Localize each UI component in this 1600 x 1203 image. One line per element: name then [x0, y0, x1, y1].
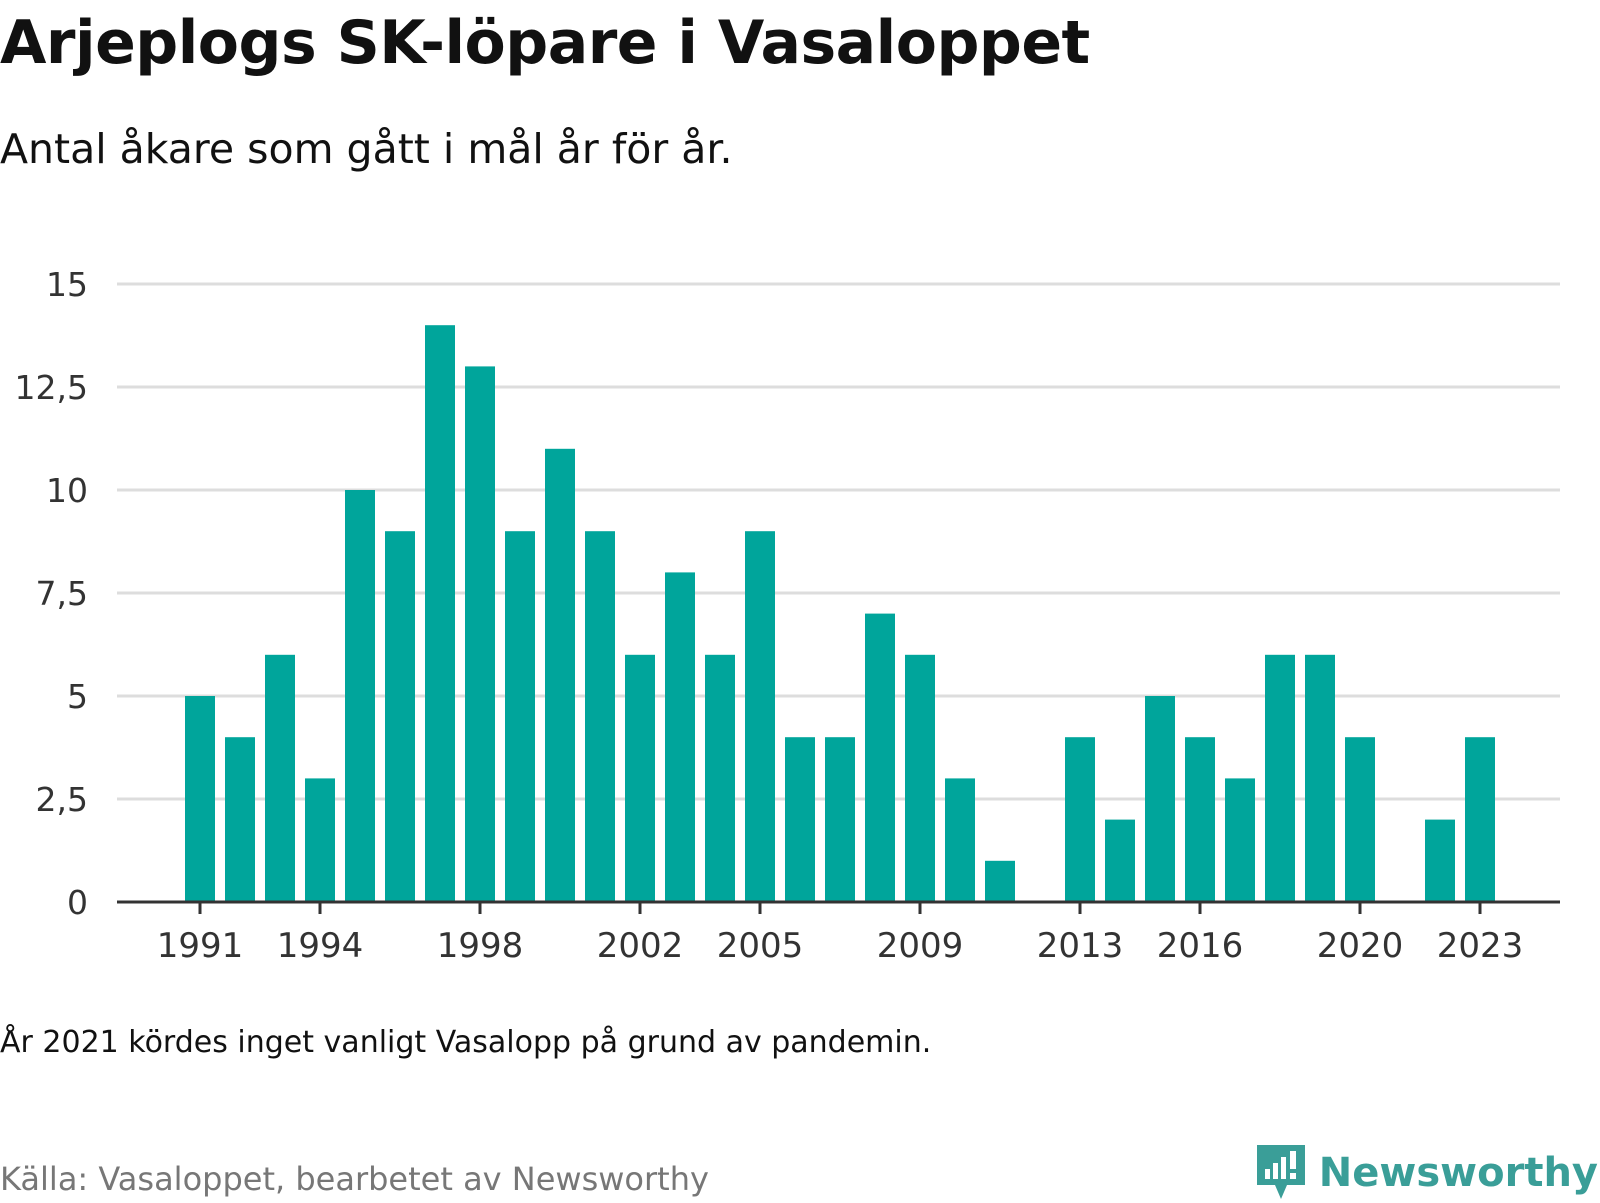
bar-2019	[1305, 654, 1335, 902]
bar-2020	[1345, 737, 1375, 902]
bar-2017	[1225, 778, 1255, 902]
bar-2013	[1065, 737, 1095, 902]
newsworthy-logo-icon	[1256, 1145, 1305, 1199]
y-tick-label: 5	[67, 677, 88, 716]
bar-2000	[545, 448, 575, 902]
bar-1991	[185, 696, 215, 902]
chart-title: Arjeplogs SK-löpare i Vasaloppet	[0, 8, 1090, 78]
bar-1992	[225, 737, 255, 902]
y-tick-label: 10	[46, 471, 88, 510]
bar-chart: 0 2,5 5 7,5 10 12,5 15 1991 1994 1998 2002 2005 200…	[15, 265, 1560, 966]
bar-2005	[745, 531, 775, 902]
grid-lines	[117, 282, 1560, 801]
brand-name: Newsworthy	[1318, 1150, 1598, 1196]
y-tick-label: 2,5	[36, 780, 88, 819]
bar-2023	[1465, 737, 1495, 902]
x-tick-label: 2005	[717, 926, 804, 966]
bar-1998	[465, 366, 495, 902]
bar-2011	[985, 860, 1015, 902]
bar-1995	[345, 490, 375, 902]
bar-2008	[865, 613, 895, 902]
x-tick-label: 2002	[597, 926, 684, 966]
x-tick-label: 1991	[157, 926, 244, 966]
x-tick-label: 2013	[1037, 926, 1124, 966]
bar-2018	[1265, 654, 1295, 902]
bar-2007	[825, 737, 855, 902]
bar-2002	[625, 654, 655, 902]
source-text: Källa: Vasaloppet, bearbetet av Newswort…	[0, 1160, 709, 1198]
bar-1993	[265, 654, 295, 902]
y-tick-label: 7,5	[36, 574, 88, 613]
x-axis-ticks: 1991 1994 1998 2002 2005 2009 2013 2016 2020 2023	[157, 902, 1524, 966]
bar-2015	[1145, 696, 1175, 902]
bar-2004	[705, 654, 735, 902]
chart-subtitle: Antal åkare som gått i mål år för år.	[0, 125, 733, 173]
y-tick-label: 12,5	[15, 368, 88, 407]
bar-2016	[1185, 737, 1215, 902]
bar-2009	[905, 654, 935, 902]
x-tick-label: 2020	[1317, 926, 1404, 966]
bars	[185, 325, 1495, 902]
bar-2001	[585, 531, 615, 902]
bar-2022	[1425, 819, 1455, 902]
x-tick-label: 1998	[437, 926, 524, 966]
x-tick-label: 1994	[277, 926, 364, 966]
bar-1994	[305, 778, 335, 902]
brand: Newsworthy	[1256, 1143, 1598, 1203]
bar-1996	[385, 531, 415, 902]
bar-2006	[785, 737, 815, 902]
bar-1999	[505, 531, 535, 902]
x-tick-label: 2023	[1437, 926, 1524, 966]
footnote: År 2021 kördes inget vanligt Vasalopp på…	[0, 1025, 932, 1060]
x-tick-label: 2009	[877, 926, 964, 966]
y-axis-ticks: 0 2,5 5 7,5 10 12,5 15	[15, 265, 88, 922]
bar-1997	[425, 325, 455, 902]
y-tick-label: 15	[46, 265, 88, 304]
bar-2014	[1105, 819, 1135, 902]
bar-2010	[945, 778, 975, 902]
bar-2003	[665, 572, 695, 902]
x-tick-label: 2016	[1157, 926, 1244, 966]
y-tick-label: 0	[67, 883, 88, 922]
